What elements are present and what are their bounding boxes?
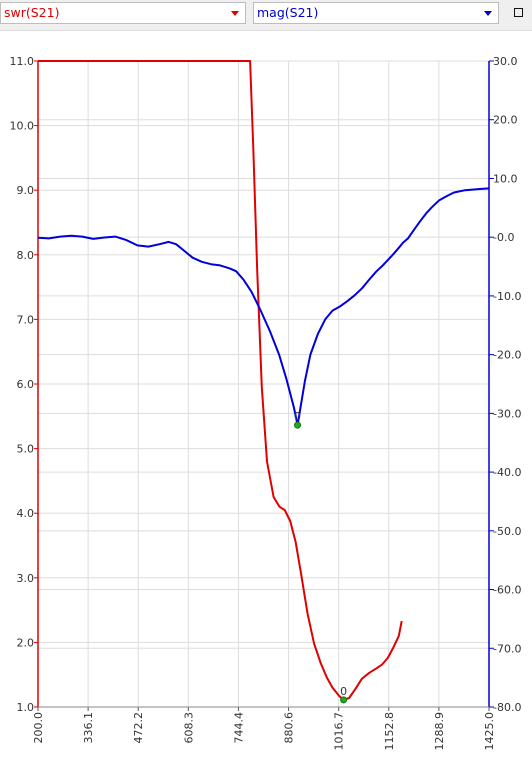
right-axis-tick-label: -10.0 — [493, 290, 521, 303]
mag-trace-select[interactable]: mag(S21) — [253, 2, 499, 24]
left-axis-tick-label: 7.0 — [17, 313, 35, 326]
chart-axes: 200.0 336.1 472.2 608.3 744.4 880.6 1016.7 1152… — [10, 55, 522, 751]
right-axis-tick-label: -40.0 — [493, 466, 521, 479]
left-axis-tick-label: 4.0 — [17, 507, 35, 520]
x-tick-label: 1152.8 — [383, 712, 396, 751]
left-axis-tick-label: 8.0 — [17, 249, 35, 262]
maximize-icon[interactable] — [514, 8, 523, 17]
right-axis-tick-label: 30.0 — [493, 55, 518, 68]
x-tick-label: 336.1 — [82, 712, 95, 744]
x-tick-label: 608.3 — [182, 712, 195, 744]
right-axis-tick-label: -0.0 — [493, 231, 514, 244]
left-axis-tick-label: 1.0 — [17, 701, 35, 714]
x-tick-label: 744.4 — [232, 712, 245, 744]
marker-label: 0 — [340, 685, 347, 698]
right-axis-tick-label: -20.0 — [493, 349, 521, 362]
marker-point — [340, 696, 348, 704]
marker-point — [294, 421, 302, 429]
left-axis-tick-label: 11.0 — [10, 55, 35, 68]
x-tick-label: 1016.7 — [333, 712, 346, 751]
chevron-down-icon[interactable] — [231, 11, 239, 16]
left-axis-tick-label: 5.0 — [17, 443, 35, 456]
left-axis-tick-label: 3.0 — [17, 572, 35, 585]
x-tick-label: 472.2 — [132, 712, 145, 744]
right-axis-tick-label: -70.0 — [493, 642, 521, 655]
right-axis-tick-label: -60.0 — [493, 584, 521, 597]
x-tick-label: 200.0 — [32, 712, 45, 744]
left-axis-tick-label: 9.0 — [17, 184, 35, 197]
left-axis-tick-label: 2.0 — [17, 636, 35, 649]
right-axis-tick-label: 10.0 — [493, 172, 518, 185]
right-axis-tick-label: -50.0 — [493, 525, 521, 538]
mag-trace-select-value: mag(S21) — [257, 5, 319, 20]
x-tick-label: 1425.0 — [483, 712, 496, 751]
toolbar: swr(S21) mag(S21) — [0, 0, 532, 31]
left-axis-tick-label: 10.0 — [10, 120, 35, 133]
right-axis-tick-label: -30.0 — [493, 407, 521, 420]
swr-trace-select[interactable]: swr(S21) — [0, 2, 246, 24]
mag-series-line — [37, 187, 490, 427]
chart-markers: 00 — [294, 410, 348, 704]
right-axis-tick-label: -80.0 — [493, 701, 521, 714]
chart-series — [37, 60, 490, 701]
x-tick-label: 880.6 — [283, 712, 296, 744]
x-tick-label: 1288.9 — [433, 712, 446, 751]
swr-series-line — [38, 60, 403, 701]
chevron-down-icon[interactable] — [484, 11, 492, 16]
right-axis-tick-label: 20.0 — [493, 114, 518, 127]
marker-label: 0 — [294, 410, 301, 423]
swr-trace-select-value: swr(S21) — [4, 5, 60, 20]
chart-grid — [37, 60, 490, 708]
left-axis-tick-label: 6.0 — [17, 378, 35, 391]
